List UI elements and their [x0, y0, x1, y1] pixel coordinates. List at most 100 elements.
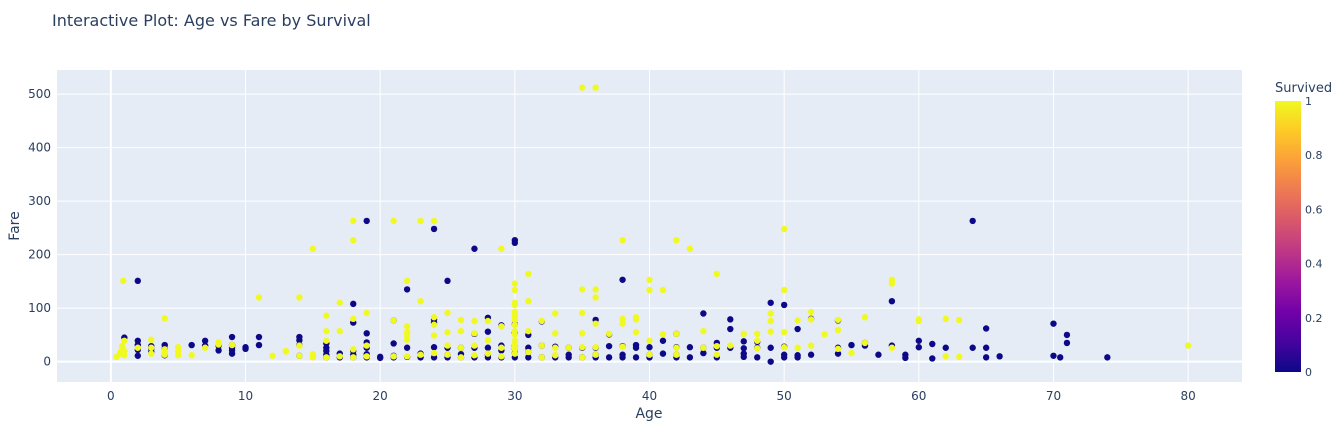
point-survived[interactable]: [511, 321, 519, 328]
point-survived[interactable]: [511, 331, 519, 338]
point-survived[interactable]: [390, 353, 397, 360]
point-survived[interactable]: [592, 344, 599, 351]
point-survived[interactable]: [309, 354, 317, 361]
point-not-survived[interactable]: [767, 358, 774, 365]
point-survived[interactable]: [350, 236, 357, 244]
point-survived[interactable]: [403, 277, 411, 285]
point-not-survived[interactable]: [1063, 331, 1071, 339]
point-survived[interactable]: [350, 315, 357, 323]
point-survived[interactable]: [780, 225, 788, 233]
point-not-survived[interactable]: [619, 276, 626, 283]
point-survived[interactable]: [713, 342, 721, 350]
point-not-survived[interactable]: [659, 350, 667, 357]
point-survived[interactable]: [821, 331, 828, 338]
colorbar[interactable]: Survived 0 0.2 0.4 0.6 0.8 1: [1275, 81, 1332, 379]
point-survived[interactable]: [740, 330, 747, 338]
point-survived[interactable]: [121, 347, 128, 355]
point-survived[interactable]: [457, 327, 465, 335]
point-survived[interactable]: [121, 337, 128, 344]
point-survived[interactable]: [754, 337, 761, 344]
point-survived[interactable]: [471, 342, 478, 349]
point-not-survived[interactable]: [1050, 352, 1057, 359]
point-survived[interactable]: [228, 341, 236, 349]
point-survived[interactable]: [430, 314, 438, 321]
point-survived[interactable]: [646, 351, 653, 358]
point-survived[interactable]: [363, 353, 370, 360]
point-survived[interactable]: [767, 310, 774, 317]
point-survived[interactable]: [188, 352, 195, 359]
point-not-survived[interactable]: [915, 337, 923, 344]
point-survived[interactable]: [861, 339, 869, 347]
point-not-survived[interactable]: [700, 349, 707, 357]
point-not-survived[interactable]: [619, 354, 626, 361]
point-survived[interactable]: [861, 314, 869, 321]
point-not-survived[interactable]: [1057, 354, 1064, 361]
point-survived[interactable]: [430, 332, 438, 339]
point-not-survived[interactable]: [188, 341, 195, 349]
point-survived[interactable]: [807, 308, 815, 316]
point-survived[interactable]: [700, 327, 707, 335]
point-not-survived[interactable]: [740, 345, 747, 352]
point-survived[interactable]: [673, 351, 680, 358]
point-survived[interactable]: [578, 286, 586, 293]
point-survived[interactable]: [605, 330, 613, 338]
point-survived[interactable]: [255, 294, 263, 301]
point-survived[interactable]: [956, 316, 963, 324]
point-not-survived[interactable]: [296, 337, 303, 344]
point-survived[interactable]: [713, 351, 721, 358]
point-not-survived[interactable]: [471, 245, 478, 252]
point-not-survived[interactable]: [834, 350, 842, 357]
point-not-survived[interactable]: [794, 325, 801, 333]
point-survived[interactable]: [834, 316, 842, 324]
data-points[interactable]: [113, 84, 1192, 365]
point-not-survived[interactable]: [686, 354, 694, 361]
point-not-survived[interactable]: [807, 351, 815, 358]
point-not-survived[interactable]: [134, 352, 141, 359]
point-survived[interactable]: [417, 217, 424, 225]
point-survived[interactable]: [592, 84, 599, 91]
point-survived[interactable]: [552, 352, 559, 359]
point-not-survived[interactable]: [363, 217, 370, 225]
point-not-survived[interactable]: [794, 354, 801, 361]
point-not-survived[interactable]: [780, 354, 788, 361]
point-not-survived[interactable]: [242, 345, 249, 353]
point-survived[interactable]: [592, 294, 599, 301]
point-not-survived[interactable]: [1063, 339, 1071, 347]
point-survived[interactable]: [578, 344, 586, 351]
point-survived[interactable]: [525, 348, 532, 356]
point-survived[interactable]: [430, 349, 438, 357]
point-survived[interactable]: [727, 342, 734, 349]
point-survived[interactable]: [659, 331, 667, 338]
point-not-survived[interactable]: [228, 333, 236, 341]
point-survived[interactable]: [430, 217, 438, 225]
point-not-survived[interactable]: [525, 354, 532, 361]
point-survived[interactable]: [201, 344, 209, 351]
point-survived[interactable]: [942, 315, 949, 323]
point-survived[interactable]: [956, 353, 963, 361]
point-survived[interactable]: [498, 344, 505, 351]
point-survived[interactable]: [807, 316, 815, 323]
point-not-survived[interactable]: [1104, 354, 1111, 361]
point-survived[interactable]: [215, 339, 222, 346]
point-not-survived[interactable]: [740, 338, 747, 345]
point-survived[interactable]: [498, 323, 505, 330]
point-survived[interactable]: [309, 245, 317, 252]
point-not-survived[interactable]: [484, 328, 492, 335]
point-survived[interactable]: [323, 354, 330, 361]
point-survived[interactable]: [619, 236, 626, 244]
point-survived[interactable]: [780, 344, 788, 351]
point-survived[interactable]: [834, 345, 842, 353]
point-survived[interactable]: [148, 336, 155, 343]
point-survived[interactable]: [336, 327, 343, 335]
point-not-survived[interactable]: [430, 225, 438, 233]
point-survived[interactable]: [134, 344, 141, 351]
point-survived[interactable]: [269, 352, 276, 359]
point-survived[interactable]: [282, 348, 290, 355]
point-survived[interactable]: [525, 270, 532, 278]
point-survived[interactable]: [619, 343, 626, 350]
point-survived[interactable]: [686, 245, 694, 252]
point-survived[interactable]: [511, 280, 519, 287]
point-not-survived[interactable]: [390, 340, 397, 347]
point-survived[interactable]: [161, 315, 168, 322]
point-not-survived[interactable]: [754, 354, 761, 361]
